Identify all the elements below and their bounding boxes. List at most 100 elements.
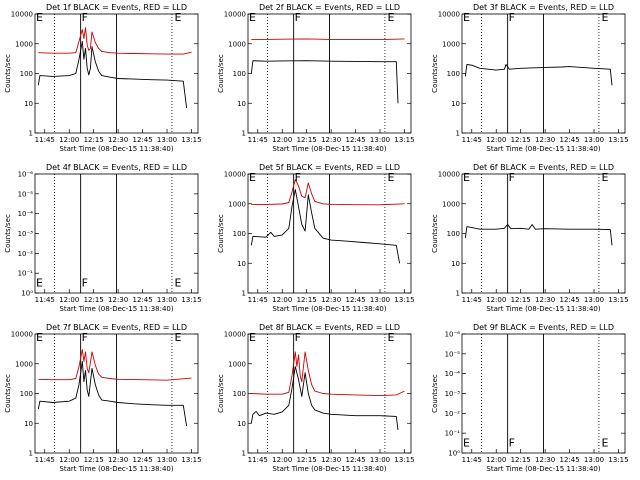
x-tick-label: 12:30 <box>321 136 341 144</box>
y-tick-label: 10 <box>451 100 460 108</box>
x-axis-label: Start Time (08-Dec-15 11:38:40) <box>59 145 173 153</box>
y-tick-label: 10⁰ <box>21 290 33 298</box>
x-axis-label: Start Time (08-Dec-15 11:38:40) <box>59 465 173 473</box>
interval-marker-E: E <box>602 11 609 24</box>
y-tick-label: 1000 <box>228 200 246 208</box>
x-tick-label: 12:00 <box>59 456 79 464</box>
interval-marker-F: F <box>509 171 515 184</box>
y-tick-label: 100 <box>447 230 460 238</box>
x-tick-label: 12:30 <box>535 136 555 144</box>
interval-marker-E: E <box>175 331 182 344</box>
x-tick-label: 12:00 <box>486 456 506 464</box>
panel-title: Det 7f BLACK = Events, RED = LLD <box>46 323 187 332</box>
y-tick-label: 100 <box>20 70 33 78</box>
interval-marker-E: E <box>388 331 395 344</box>
interval-marker-F: F <box>509 437 515 450</box>
x-tick-label: 13:15 <box>181 136 201 144</box>
y-tick-label: 10⁰ <box>448 450 460 458</box>
x-tick-label: 13:15 <box>394 136 414 144</box>
interval-marker-F: F <box>295 171 301 184</box>
x-tick-label: 12:00 <box>272 456 292 464</box>
y-tick-label: 10⁻⁵ <box>18 190 34 198</box>
y-axis-label: Counts/sec <box>431 54 439 93</box>
x-tick-label: 13:00 <box>370 296 390 304</box>
interval-marker-F: F <box>295 11 301 24</box>
x-tick-label: 12:30 <box>108 456 128 464</box>
interval-marker-E: E <box>463 171 470 184</box>
x-tick-label: 13:00 <box>584 456 604 464</box>
panel-title: Det 3f BLACK = Events, RED = LLD <box>473 3 614 12</box>
y-tick-label: 100 <box>447 70 460 78</box>
y-tick-label: 1 <box>29 450 33 458</box>
lld-series-line <box>38 27 192 55</box>
x-tick-label: 13:00 <box>157 456 177 464</box>
x-tick-label: 11:45 <box>35 456 55 464</box>
x-tick-label: 13:00 <box>370 136 390 144</box>
x-tick-label: 12:15 <box>297 136 317 144</box>
y-tick-label: 1000 <box>15 40 33 48</box>
y-tick-label: 10000 <box>438 171 460 179</box>
x-tick-label: 12:15 <box>511 456 531 464</box>
interval-marker-F: F <box>295 331 301 344</box>
y-tick-label: 1000 <box>228 360 246 368</box>
y-tick-label: 10⁻³ <box>445 390 461 398</box>
x-tick-label: 12:30 <box>535 296 555 304</box>
panel-title: Det 1f BLACK = Events, RED = LLD <box>46 3 187 12</box>
x-tick-label: 12:30 <box>321 456 341 464</box>
x-tick-label: 12:30 <box>108 296 128 304</box>
y-tick-label: 10000 <box>11 11 33 19</box>
y-tick-label: 1000 <box>442 40 460 48</box>
x-tick-label: 12:00 <box>59 296 79 304</box>
x-tick-label: 13:00 <box>584 136 604 144</box>
y-tick-label: 10⁻² <box>445 410 461 418</box>
y-tick-label: 10 <box>237 260 246 268</box>
events-series-line <box>37 360 188 427</box>
y-tick-label: 10 <box>24 100 33 108</box>
panel-title: Det 8f BLACK = Events, RED = LLD <box>259 323 400 332</box>
y-tick-label: 10000 <box>224 171 246 179</box>
y-axis-label: Counts/sec <box>4 54 12 93</box>
x-tick-label: 12:45 <box>132 296 152 304</box>
y-tick-label: 1000 <box>442 200 460 208</box>
x-tick-label: 12:15 <box>297 456 317 464</box>
interval-marker-E: E <box>463 11 470 24</box>
y-tick-label: 100 <box>233 70 246 78</box>
x-tick-label: 11:45 <box>462 136 482 144</box>
y-tick-label: 1 <box>456 130 460 138</box>
lld-series-line <box>251 351 405 397</box>
events-series-line <box>250 189 401 264</box>
y-axis-label: Counts/sec <box>217 214 225 253</box>
interval-marker-E: E <box>36 331 43 344</box>
x-tick-label: 12:45 <box>132 456 152 464</box>
x-tick-label: 12:45 <box>559 136 579 144</box>
interval-marker-F: F <box>82 331 88 344</box>
x-tick-label: 11:45 <box>248 456 268 464</box>
y-axis-label: Counts/sec <box>217 374 225 413</box>
y-tick-label: 100 <box>20 390 33 398</box>
x-axis-label: Start Time (08-Dec-15 11:38:40) <box>272 465 386 473</box>
x-tick-label: 12:45 <box>345 136 365 144</box>
x-tick-label: 12:45 <box>559 456 579 464</box>
interval-marker-E: E <box>249 11 256 24</box>
interval-marker-E: E <box>249 171 256 184</box>
y-tick-label: 10⁻³ <box>18 230 34 238</box>
y-tick-label: 10⁻⁶ <box>445 331 461 339</box>
y-tick-label: 10 <box>237 100 246 108</box>
x-tick-label: 13:15 <box>394 296 414 304</box>
y-tick-label: 1 <box>242 450 246 458</box>
y-tick-label: 1 <box>242 290 246 298</box>
y-tick-label: 1 <box>456 290 460 298</box>
x-tick-label: 12:30 <box>321 296 341 304</box>
interval-marker-E: E <box>388 11 395 24</box>
y-tick-label: 100 <box>233 230 246 238</box>
y-axis-label: Counts/sec <box>217 54 225 93</box>
events-series-line <box>464 64 613 86</box>
x-tick-label: 13:15 <box>181 456 201 464</box>
